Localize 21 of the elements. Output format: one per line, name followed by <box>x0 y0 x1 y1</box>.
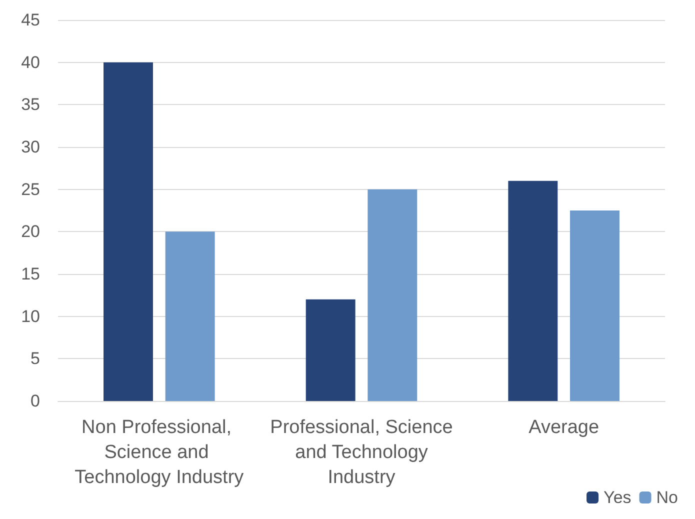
y-tick-label: 10 <box>21 306 40 326</box>
y-tick-label: 20 <box>21 222 40 242</box>
bar <box>368 189 418 401</box>
y-tick-label: 30 <box>21 138 40 156</box>
bar <box>570 210 620 401</box>
y-tick-label: 5 <box>30 349 40 368</box>
y-tick-label: 35 <box>21 95 40 114</box>
legend-label: No <box>656 488 678 507</box>
x-tick-label: Professional, Science and Technology Industry <box>270 417 453 488</box>
y-tick-label: 40 <box>21 52 40 72</box>
y-tick-label: 25 <box>21 180 40 199</box>
bar <box>104 62 153 401</box>
bar <box>165 232 215 401</box>
y-tick-label: 0 <box>30 392 40 410</box>
bar <box>306 299 356 401</box>
y-tick-label: 45 <box>21 10 40 30</box>
x-tick-label: Average <box>528 417 600 438</box>
y-tick-label: 15 <box>21 264 40 284</box>
legend-label: Yes <box>604 488 632 507</box>
x-tick-label: Non Professional, Science and Technology Industry <box>74 417 244 488</box>
bar <box>508 180 558 401</box>
